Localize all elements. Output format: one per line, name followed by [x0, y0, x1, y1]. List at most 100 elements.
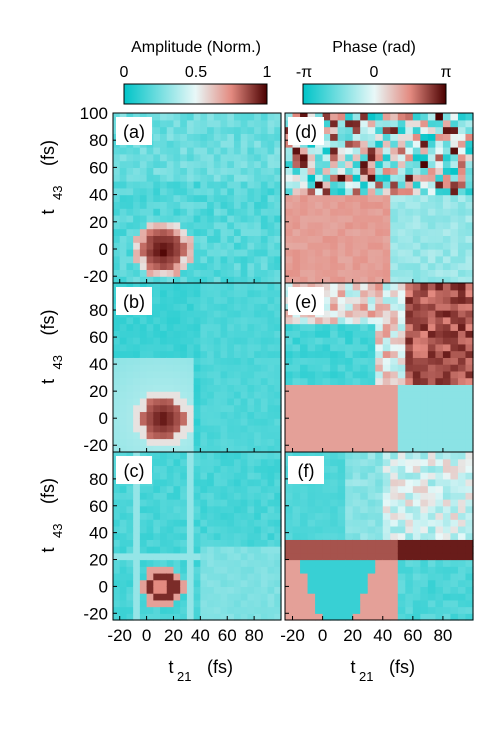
heatmap-cell [367, 424, 376, 433]
heatmap-cell [457, 539, 467, 547]
heatmap-cell [442, 364, 452, 372]
heatmap-cell [227, 599, 235, 608]
heatmap-cell [337, 235, 346, 243]
heatmap-cell [412, 593, 421, 601]
heatmap-cell [200, 174, 208, 182]
heatmap-cell [254, 174, 262, 182]
heatmap-cell [247, 586, 255, 594]
heatmap-cell [337, 221, 346, 230]
heatmap-cell [254, 384, 262, 392]
heatmap-cell [207, 579, 215, 587]
heatmap-cell [153, 310, 161, 318]
heatmap-cell [113, 391, 121, 399]
heatmap-cell [412, 606, 421, 614]
heatmap-cell [330, 552, 339, 561]
heatmap-cell [247, 458, 255, 467]
heatmap-cell [240, 370, 248, 379]
heatmap-cell [457, 438, 467, 446]
heatmap-cell [367, 174, 376, 182]
heatmap-cell [465, 552, 474, 561]
heatmap-cell [186, 181, 195, 189]
heatmap-cell [160, 194, 168, 202]
heatmap-cell [427, 201, 436, 209]
heatmap-cell [274, 404, 282, 413]
amplitude-colorbar: Amplitude (Norm.) 0 0.5 1 [120, 39, 272, 105]
heatmap-cell [186, 269, 195, 277]
heatmap-cell [450, 119, 459, 128]
heatmap-cell [233, 296, 242, 304]
heatmap-cell [139, 599, 148, 608]
heatmap-cell [367, 310, 376, 318]
heatmap-cell [465, 593, 474, 601]
heatmap-cell [193, 133, 201, 141]
heatmap-cell [254, 310, 262, 318]
heatmap-cell [465, 411, 474, 419]
heatmap-cell [139, 269, 148, 277]
heatmap-cell [315, 228, 324, 236]
heatmap-cell [193, 296, 201, 304]
heatmap-cell [292, 276, 301, 284]
heatmap-cell [113, 499, 121, 507]
heatmap-cell [213, 350, 222, 358]
heatmap-cell [397, 559, 406, 567]
heatmap-cell [427, 235, 436, 243]
heatmap-cell [465, 181, 474, 189]
heatmap-cell [193, 310, 201, 318]
amplitude-colorbar-tick: 0.5 [185, 64, 207, 81]
heatmap-cell [153, 546, 161, 554]
heatmap-cell [292, 613, 301, 621]
heatmap-cell [146, 153, 154, 162]
heatmap-cell [227, 472, 235, 480]
heatmap-cell [213, 187, 222, 196]
heatmap-cell [442, 546, 452, 554]
heatmap-cell [330, 364, 339, 372]
heatmap-cell [465, 364, 474, 372]
heatmap-cell [240, 438, 248, 446]
heatmap-cell [427, 221, 436, 230]
heatmap-cell [427, 613, 436, 621]
heatmap-cell [457, 215, 467, 223]
heatmap-cell [352, 215, 361, 223]
heatmap-cell [139, 283, 148, 291]
heatmap-cell [390, 418, 399, 426]
heatmap-cell [240, 452, 248, 460]
heatmap-cell [322, 316, 331, 325]
heatmap-cell [260, 310, 269, 318]
heatmap-cell [153, 438, 161, 446]
heatmap-cell [442, 438, 452, 446]
heatmap-cell [337, 492, 346, 500]
heatmap-cell [119, 337, 128, 345]
heatmap-cell [420, 357, 429, 365]
y-axis-labels: 100806040200-20t43(fs)806040200-20t43(fs… [38, 104, 108, 623]
heatmap-cell [337, 445, 346, 453]
heatmap-cell [274, 126, 282, 134]
heatmap-cell [213, 438, 222, 446]
heatmap-cell [457, 221, 467, 230]
heatmap-cell [307, 343, 316, 352]
heatmap-cell [352, 113, 361, 121]
heatmap-cell [337, 397, 346, 406]
heatmap-cell [420, 472, 429, 480]
heatmap-cell [375, 113, 384, 121]
heatmap-cell [213, 249, 222, 257]
heatmap-cell [315, 357, 324, 365]
heatmap-cell [360, 283, 369, 291]
heatmap-cell [405, 431, 414, 440]
heatmap-cell [405, 452, 414, 460]
heatmap-cell [367, 552, 376, 561]
heatmap-cell [285, 174, 294, 182]
heatmap-cell [193, 174, 201, 182]
heatmap-cell [337, 593, 346, 601]
heatmap-cell [345, 174, 354, 182]
heatmap-cell [146, 593, 154, 601]
heatmap-cell [457, 228, 467, 236]
heatmap-cell [247, 296, 255, 304]
heatmap-cell [153, 119, 161, 128]
heatmap-cell [300, 221, 309, 230]
heatmap-cell [300, 546, 309, 554]
heatmap-cell [412, 485, 421, 493]
heatmap-cell [337, 512, 346, 520]
heatmap-cell [247, 532, 255, 540]
heatmap-cell [352, 174, 361, 182]
heatmap-cell [427, 228, 436, 236]
